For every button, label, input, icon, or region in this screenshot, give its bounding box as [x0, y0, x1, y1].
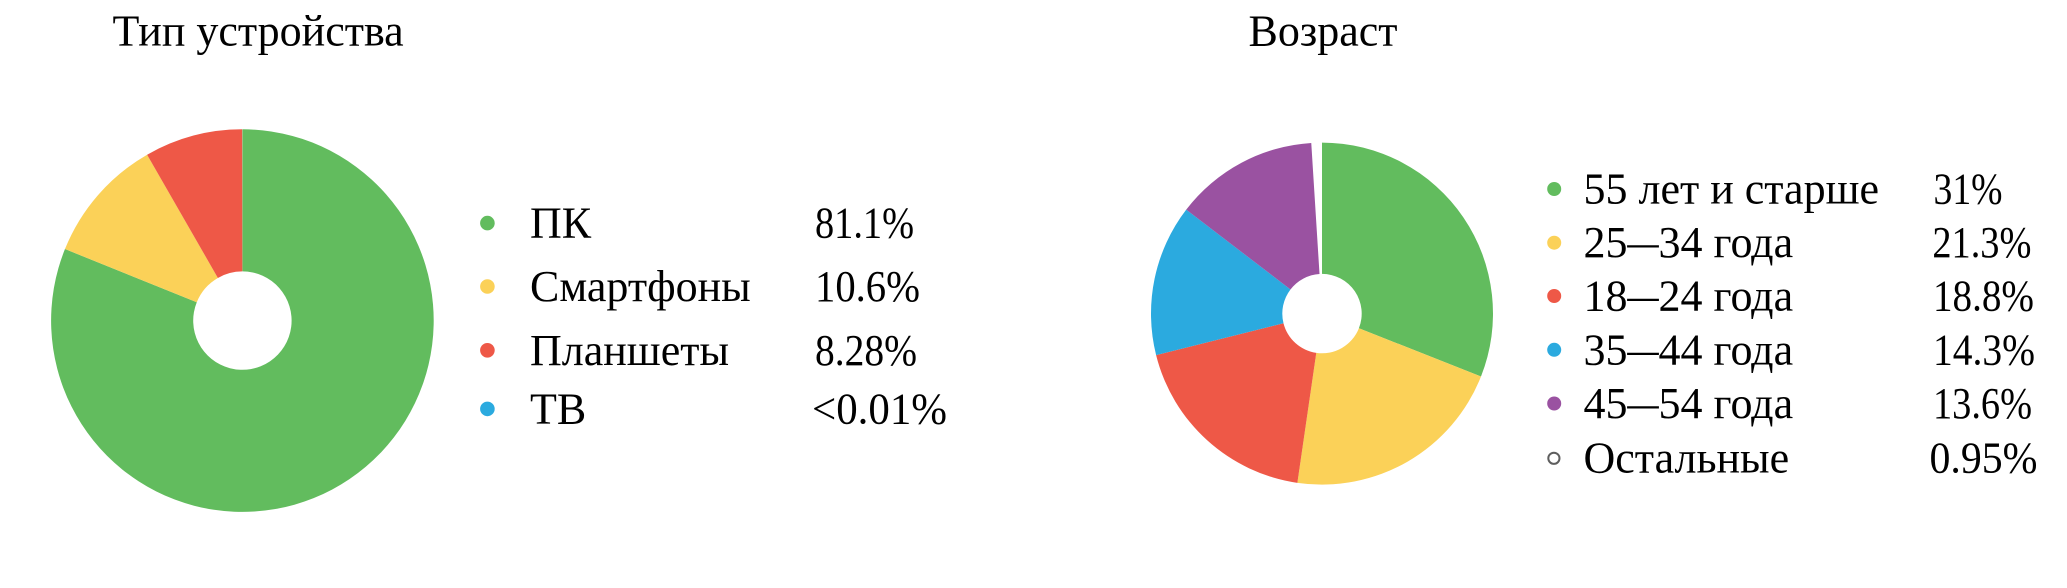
svg-text:21.3%: 21.3% [1932, 218, 2031, 267]
svg-text:Смартфоны: Смартфоны [530, 262, 751, 311]
svg-text:ТВ: ТВ [530, 385, 586, 434]
svg-text:45–54 года: 45–54 года [1584, 379, 1794, 428]
svg-text:10.6%: 10.6% [815, 262, 920, 311]
svg-text:31%: 31% [1934, 165, 2003, 214]
svg-text:Тип устройства: Тип устройства [113, 7, 404, 56]
svg-text:13.6%: 13.6% [1933, 379, 2032, 428]
svg-text:ПК: ПК [530, 199, 592, 248]
svg-text:8.28%: 8.28% [815, 326, 917, 375]
svg-text:18.8%: 18.8% [1933, 272, 2034, 321]
svg-text:18–24 года: 18–24 года [1584, 272, 1794, 321]
svg-text:Остальные: Остальные [1584, 433, 1790, 482]
svg-text:55 лет и старше: 55 лет и старше [1584, 165, 1880, 214]
svg-text:14.3%: 14.3% [1933, 325, 2035, 374]
svg-text:Возраст: Возраст [1249, 6, 1398, 55]
svg-text:0.95%: 0.95% [1930, 433, 2038, 482]
svg-text:<0.01%: <0.01% [812, 385, 947, 434]
svg-text:81.1%: 81.1% [815, 199, 914, 248]
svg-text:Планшеты: Планшеты [530, 326, 729, 375]
svg-text:35–44 года: 35–44 года [1584, 325, 1794, 374]
svg-text:25–34 года: 25–34 года [1584, 218, 1794, 267]
